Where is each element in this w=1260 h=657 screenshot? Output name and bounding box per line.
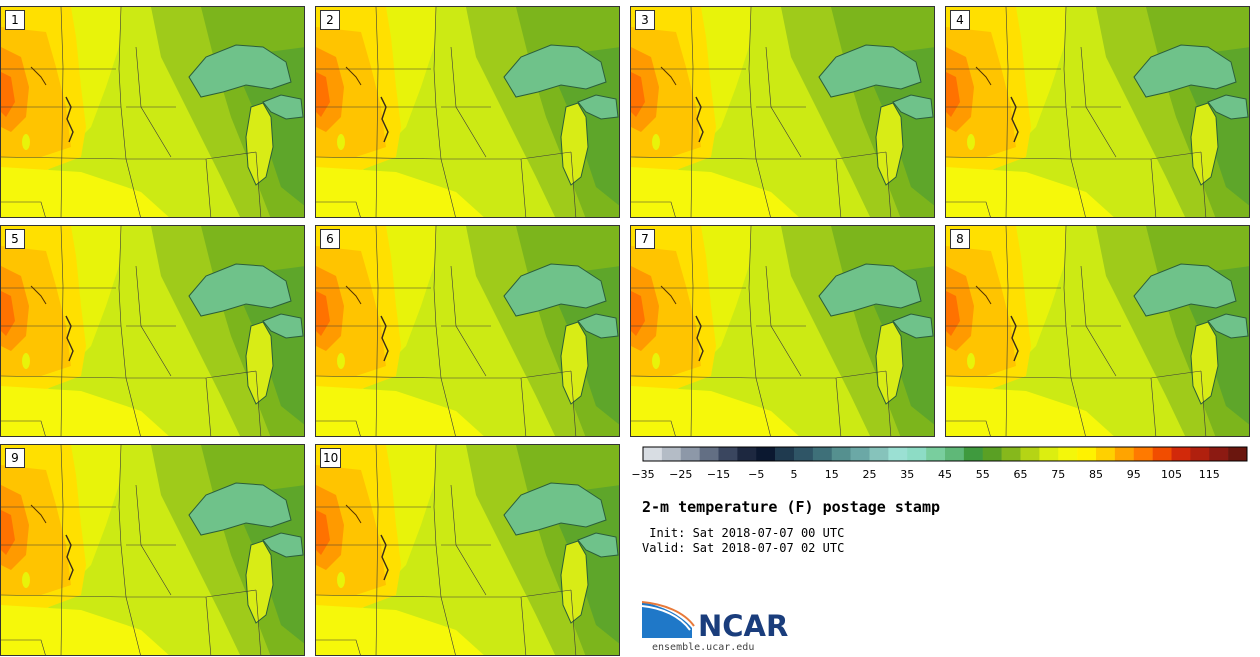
plot-title: 2-m temperature (F) postage stamp [642, 498, 941, 516]
ensemble-member-panel-4: 4 [945, 6, 1250, 218]
panel-label: 9 [5, 448, 25, 468]
panel-label: 3 [635, 10, 655, 30]
temperature-map [316, 226, 619, 436]
colorbar-tick-label: −15 [706, 468, 731, 481]
colorbar-swatch [699, 447, 719, 461]
colorbar-swatches [642, 446, 1248, 462]
colorbar-tick-label: 75 [1051, 468, 1066, 481]
colorbar-swatch [1228, 447, 1248, 461]
ensemble-member-panel-1: 1 [0, 6, 305, 218]
panel-label: 10 [320, 448, 342, 468]
ensemble-member-panel-5: 5 [0, 225, 305, 437]
panel-label: 5 [5, 229, 25, 249]
colorbar-tick-label: 15 [824, 468, 839, 481]
temperature-map [631, 226, 934, 436]
colorbar-swatch [850, 447, 870, 461]
init-time: Init: Sat 2018-07-07 00 UTC [642, 526, 845, 540]
colorbar-tick-label: −25 [669, 468, 693, 481]
colorbar-swatch [831, 447, 851, 461]
colorbar-swatch [1096, 447, 1116, 461]
ensemble-member-panel-9: 9 [0, 444, 305, 656]
ensemble-member-panel-7: 7 [630, 225, 935, 437]
colorbar-swatch [1020, 447, 1040, 461]
temperature-map [316, 445, 619, 655]
temperature-map [1, 445, 304, 655]
temperature-colorbar: −35 −25 −15 −5 5 15 25 35 45 55 65 75 85 95 105 115 [631, 446, 1248, 481]
ncar-logo-icon [642, 601, 695, 638]
colorbar-swatch [1152, 447, 1172, 461]
colorbar-swatch [1039, 447, 1059, 461]
colorbar-tick-label: 65 [1013, 468, 1028, 481]
panel-label: 8 [950, 229, 970, 249]
colorbar-swatch [945, 447, 965, 461]
ensemble-member-panel-3: 3 [630, 6, 935, 218]
colorbar-swatch [907, 447, 927, 461]
colorbar-swatch [1171, 447, 1191, 461]
ensemble-member-panel-2: 2 [315, 6, 620, 218]
panel-label: 1 [5, 10, 25, 30]
temperature-map [946, 7, 1249, 217]
colorbar-tick-label: 95 [1126, 468, 1141, 481]
colorbar-tick-label: 105 [1161, 468, 1182, 481]
colorbar-tick-label: 5 [790, 468, 798, 481]
colorbar-swatch [1077, 447, 1097, 461]
valid-time: Valid: Sat 2018-07-07 02 UTC [642, 541, 845, 555]
ensemble-member-panel-8: 8 [945, 225, 1250, 437]
colorbar-swatch [661, 447, 682, 461]
temperature-map [631, 7, 934, 217]
colorbar-swatch [1209, 447, 1229, 461]
colorbar-swatch [794, 447, 814, 461]
colorbar-swatch [963, 447, 984, 461]
colorbar-swatch [869, 447, 889, 461]
colorbar-tick-label: 45 [938, 468, 952, 481]
colorbar-tick-label: 85 [1089, 468, 1103, 481]
colorbar-swatch [982, 447, 1002, 461]
colorbar-tick-label: 55 [975, 468, 990, 481]
colorbar-swatch [756, 447, 776, 461]
temperature-map [1, 7, 304, 217]
colorbar-swatch [812, 447, 833, 461]
panel-label: 7 [635, 229, 655, 249]
colorbar-swatch [775, 447, 795, 461]
panel-label: 6 [320, 229, 340, 249]
colorbar-swatch [1001, 447, 1021, 461]
colorbar-tick-label: −5 [748, 468, 765, 481]
colorbar-tick-label: −35 [631, 468, 655, 481]
colorbar-swatch [1133, 447, 1153, 461]
website-url: ensemble.ucar.edu [652, 642, 755, 653]
ncar-logo-text: NCAR [698, 609, 789, 643]
colorbar-tick-label: 35 [900, 468, 915, 481]
temperature-map [1, 226, 304, 436]
panel-label: 4 [950, 10, 970, 30]
colorbar-swatch [1190, 447, 1210, 461]
ensemble-member-panel-6: 6 [315, 225, 620, 437]
colorbar-swatch [718, 447, 738, 461]
colorbar-tick-label: 25 [862, 468, 877, 481]
temperature-map [946, 226, 1249, 436]
colorbar-swatch [888, 447, 908, 461]
colorbar-swatch [643, 447, 663, 461]
temperature-map [316, 7, 619, 217]
colorbar-swatch [926, 447, 946, 461]
colorbar-swatch [1058, 447, 1078, 461]
colorbar-swatch [737, 447, 757, 461]
ensemble-member-panel-10: 10 [315, 444, 620, 656]
panel-label: 2 [320, 10, 340, 30]
colorbar-swatch [1114, 447, 1135, 461]
colorbar-tick-label: 115 [1198, 468, 1220, 481]
colorbar-swatch [680, 447, 700, 461]
